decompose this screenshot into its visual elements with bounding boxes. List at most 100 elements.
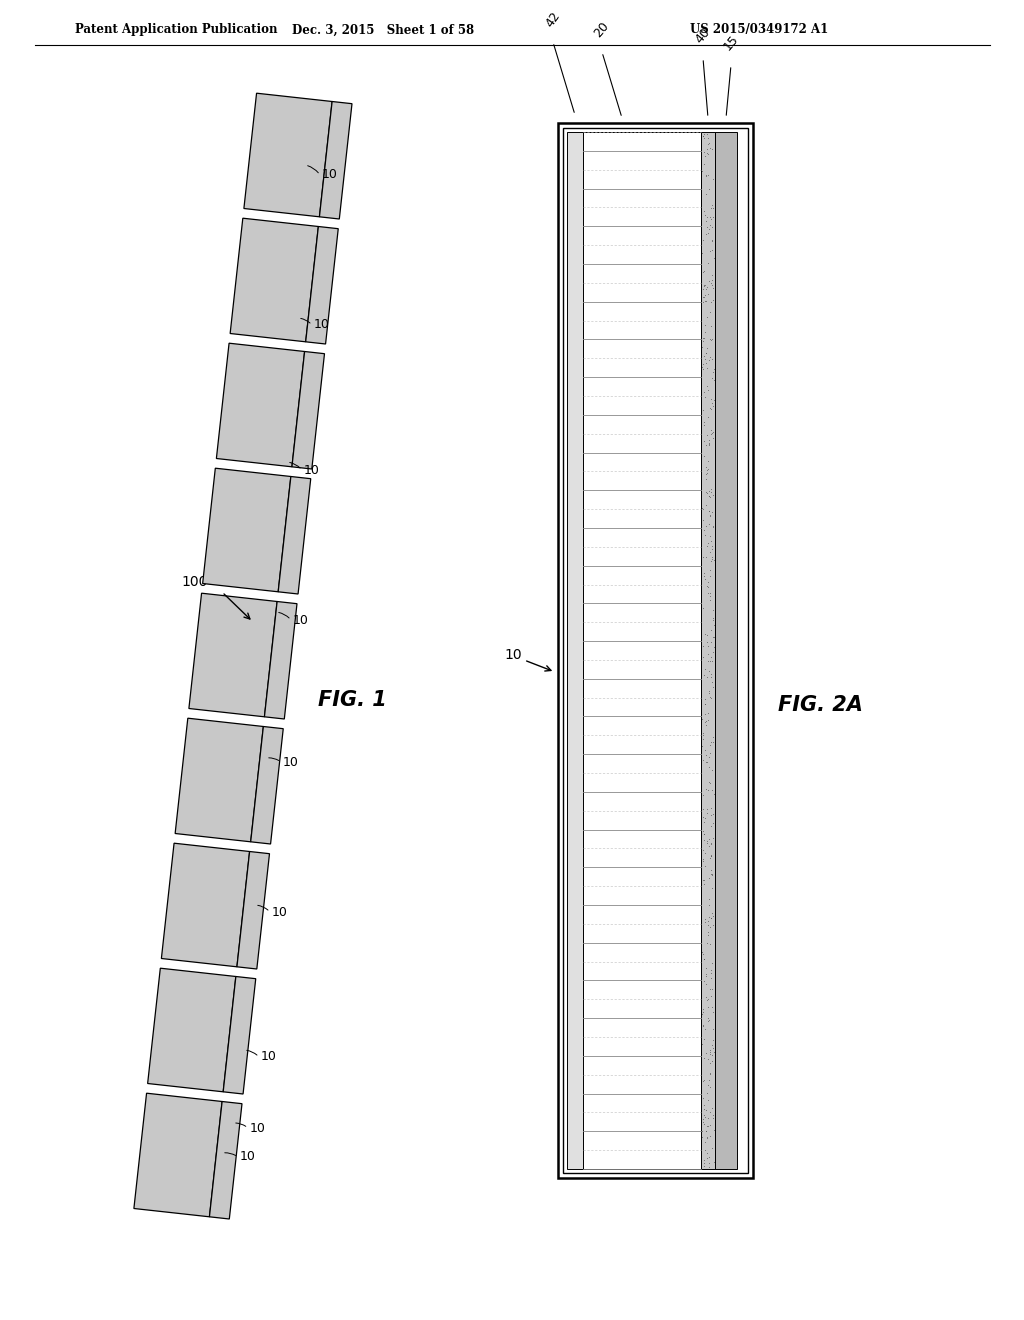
Point [705,642,721,663]
Point [694,230,711,251]
Point [699,709,716,730]
Point [706,1119,722,1140]
Point [698,165,715,186]
Point [699,462,716,483]
Point [705,395,721,416]
Point [695,330,712,351]
Point [703,1138,720,1159]
Point [700,915,717,936]
Point [694,635,711,656]
Point [706,370,722,391]
Point [706,636,722,657]
Point [702,397,719,418]
Point [701,978,718,999]
Point [694,125,711,147]
Point [701,504,718,525]
Point [702,845,719,866]
Point [701,206,718,227]
Point [695,261,712,282]
Point [705,731,721,752]
Point [696,562,713,583]
Point [695,807,712,828]
Point [697,704,714,725]
Text: 10: 10 [283,755,299,768]
Point [705,1104,721,1125]
Point [699,643,716,664]
Point [695,565,712,586]
Polygon shape [175,718,263,842]
Point [698,290,715,312]
Point [695,1111,712,1133]
Point [706,198,722,219]
Point [705,1018,721,1039]
Point [703,264,720,285]
Polygon shape [216,343,304,467]
Point [702,1041,719,1063]
Point [705,516,721,537]
Point [698,342,715,363]
Point [697,342,714,363]
Point [696,1139,713,1160]
Point [701,1115,718,1137]
Point [699,799,716,820]
Point [702,330,719,351]
Point [702,478,719,499]
Point [703,962,720,983]
Point [696,387,713,408]
Point [705,978,721,999]
Point [696,824,713,845]
Point [699,533,716,554]
Point [695,1071,712,1092]
Point [699,143,716,164]
Point [695,725,712,746]
Point [700,252,717,273]
Point [695,430,712,451]
Point [702,197,719,218]
Point [703,422,720,444]
Polygon shape [223,977,256,1094]
Point [702,667,719,688]
Point [706,549,722,570]
Point [700,1069,717,1090]
Point [697,210,714,231]
Point [700,836,717,857]
Point [698,1119,715,1140]
Point [694,735,711,756]
Point [703,731,720,752]
Point [702,805,719,826]
Point [696,286,713,308]
Point [699,482,716,503]
Point [696,1114,713,1135]
Point [700,480,717,502]
Text: 15: 15 [721,33,741,53]
Point [697,482,714,503]
Point [705,915,721,936]
Point [695,750,712,771]
Point [695,1028,712,1049]
Point [706,516,722,537]
Point [702,816,719,837]
Point [701,933,718,954]
Point [701,301,718,322]
Point [701,1064,718,1085]
Point [703,194,720,215]
Point [696,812,713,833]
Point [706,169,722,190]
Point [705,269,721,290]
Point [701,434,718,455]
Point [702,272,719,293]
Point [698,459,715,480]
Polygon shape [251,726,284,843]
Point [700,500,717,521]
Point [697,352,714,374]
Point [698,830,715,851]
Point [696,284,713,305]
Point [695,520,712,541]
Point [705,1034,721,1055]
Point [695,840,712,861]
Point [703,216,720,238]
Text: 10: 10 [272,906,288,919]
Point [705,779,721,800]
Point [701,686,718,708]
Point [695,499,712,520]
